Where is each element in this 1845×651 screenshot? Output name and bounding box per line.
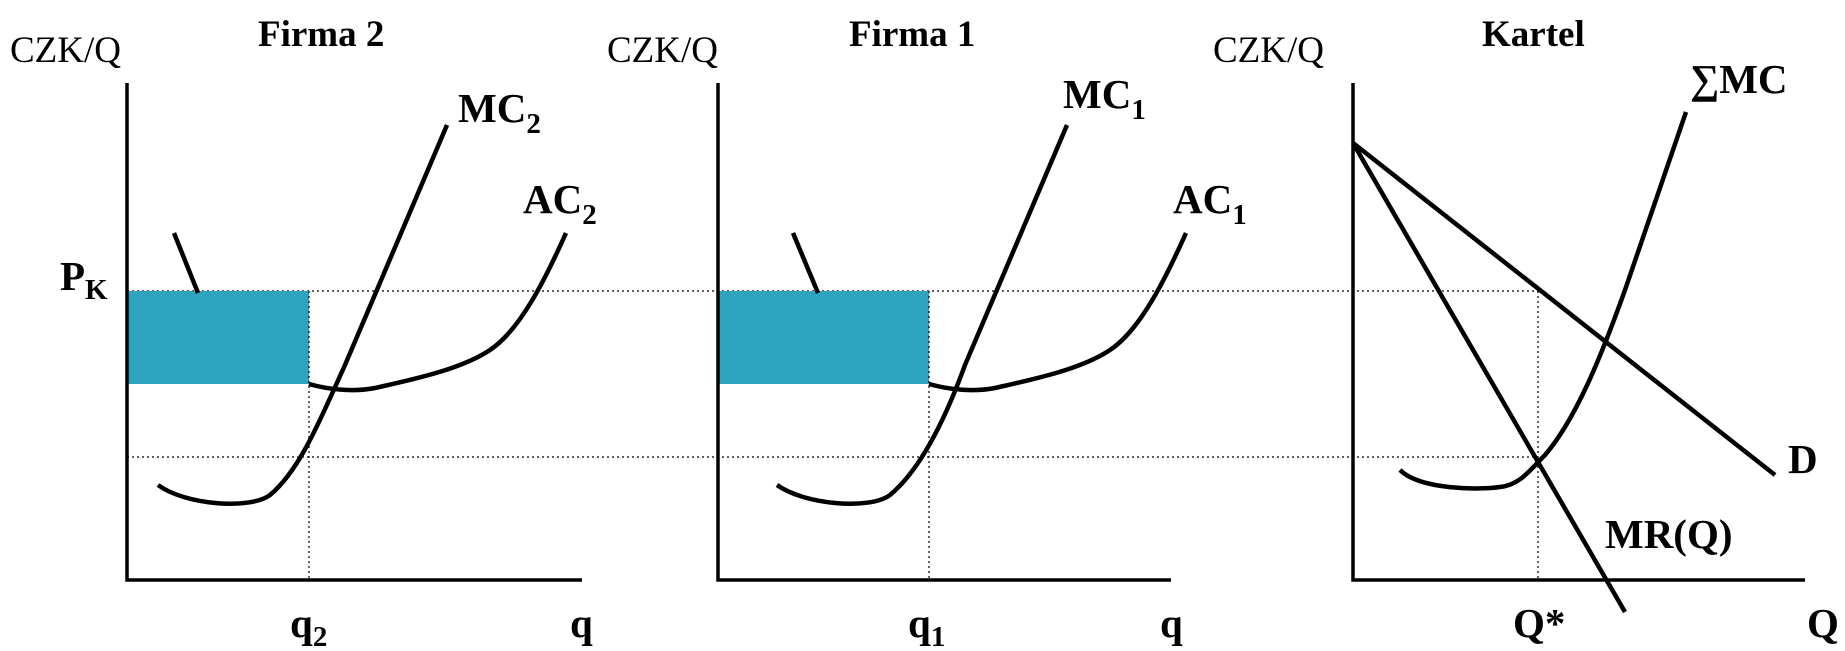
y-axis-label-kartel: CZK/Q [1213,30,1324,71]
ac-label-firma-1: AC1 [1173,176,1247,231]
panel-kartel: CZK/Q Kartel ∑MC D MR(Q) Q* Q [1213,14,1839,646]
x-axis-label-firma-2: q [570,600,593,646]
sum-mc-label: ∑MC [1690,56,1788,102]
axes-kartel [1351,83,1805,582]
ac-label-firma-2: AC2 [523,176,597,231]
price-label-pk: PK [60,253,108,306]
panel-firma-1: CZK/Q Firma 1 MC1 AC1 q1 q [607,14,1247,651]
profit-rectangle-firma-2 [127,291,309,384]
ac-curve-firma-1 [790,232,1189,393]
quantity-label-q1: q1 [908,600,945,651]
mc-label-firma-2: MC2 [458,85,541,140]
x-axis-label-firma-1: q [1160,600,1183,646]
panel-title-firma-1: Firma 1 [849,14,975,55]
quantity-label-qstar: Q* [1513,600,1565,646]
sum-mc-curve [1398,111,1689,491]
y-axis-label-firma-1: CZK/Q [607,30,718,71]
marginal-revenue-curve [1351,141,1627,614]
y-axis-label-firma-2: CZK/Q [10,30,121,71]
panel-title-kartel: Kartel [1482,14,1585,55]
mc-label-firma-1: MC1 [1063,71,1146,126]
panel-title-firma-2: Firma 2 [258,14,384,55]
demand-label: D [1788,436,1818,482]
demand-curve [1351,141,1777,477]
profit-rectangle-firma-1 [718,291,929,384]
mc-curve-firma-2 [156,124,450,506]
x-axis-label-kartel: Q [1807,600,1839,646]
mr-label: MR(Q) [1605,511,1733,557]
ac-curve-firma-2 [171,232,569,393]
axes-firma-1 [716,83,1171,582]
quantity-label-q2: q2 [290,600,327,651]
axes-firma-2 [125,83,582,582]
panel-firma-2: CZK/Q Firma 2 MC2 AC2 PK q2 q [10,14,597,651]
mc-curve-firma-1 [775,124,1070,506]
